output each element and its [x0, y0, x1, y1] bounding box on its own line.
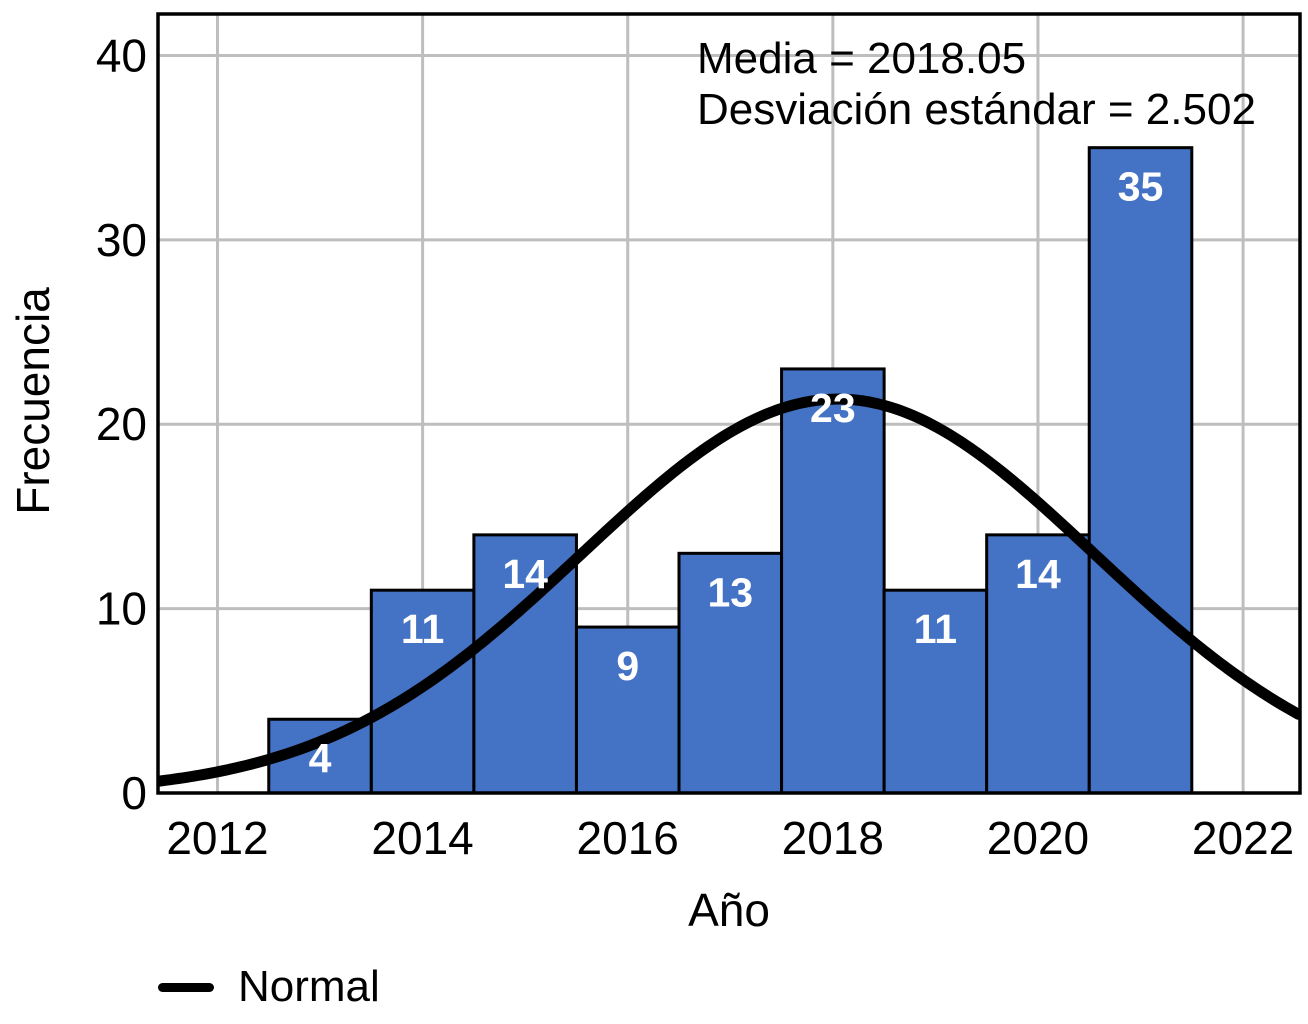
- x-axis-title: Año: [688, 884, 770, 936]
- y-tick-label: 10: [96, 583, 147, 635]
- y-axis-title: Frecuencia: [7, 287, 59, 515]
- plot-border: [156, 12, 1302, 795]
- histogram-bar: [1087, 146, 1194, 795]
- histogram-bar: [780, 367, 886, 795]
- stddev-annotation: Desviación estándar = 2.502: [697, 85, 1256, 134]
- legend-label-normal: Normal: [238, 962, 380, 1011]
- x-tick-label: 2016: [577, 812, 679, 864]
- x-tick-label: 2014: [371, 812, 473, 864]
- histogram-bar: [574, 625, 681, 795]
- bar-value-label: 4: [309, 735, 332, 781]
- bar-value-label: 14: [502, 551, 548, 597]
- mean-annotation: Media = 2018.05: [697, 34, 1027, 83]
- bar-value-label: 9: [616, 643, 639, 689]
- legend: Normal: [158, 962, 380, 1012]
- y-tick-label: 30: [96, 214, 147, 266]
- bar-value-label: 11: [401, 606, 444, 652]
- x-tick-label: 2018: [782, 812, 884, 864]
- bar-value-label: 23: [810, 385, 856, 431]
- bar-value-label: 13: [707, 569, 753, 615]
- histogram-bar: [677, 551, 784, 795]
- stats-annotation: Media = 2018.05 Desviación estándar = 2.…: [697, 33, 1256, 135]
- x-tick-label: 2022: [1192, 812, 1294, 864]
- normal-curve: [158, 393, 1300, 787]
- normal-curve-line-swatch: [158, 982, 214, 992]
- x-tick-label: 2012: [166, 812, 268, 864]
- bar-value-label: 35: [1118, 164, 1164, 210]
- bar-value-label: 11: [914, 606, 957, 652]
- histogram-bar: [882, 588, 989, 795]
- y-tick-label: 40: [96, 29, 147, 81]
- bar-value-label: 14: [1015, 551, 1061, 597]
- y-tick-label: 20: [96, 398, 147, 450]
- x-tick-label: 2020: [987, 812, 1089, 864]
- y-tick-label: 0: [121, 767, 147, 819]
- histogram-bar: [985, 533, 1091, 795]
